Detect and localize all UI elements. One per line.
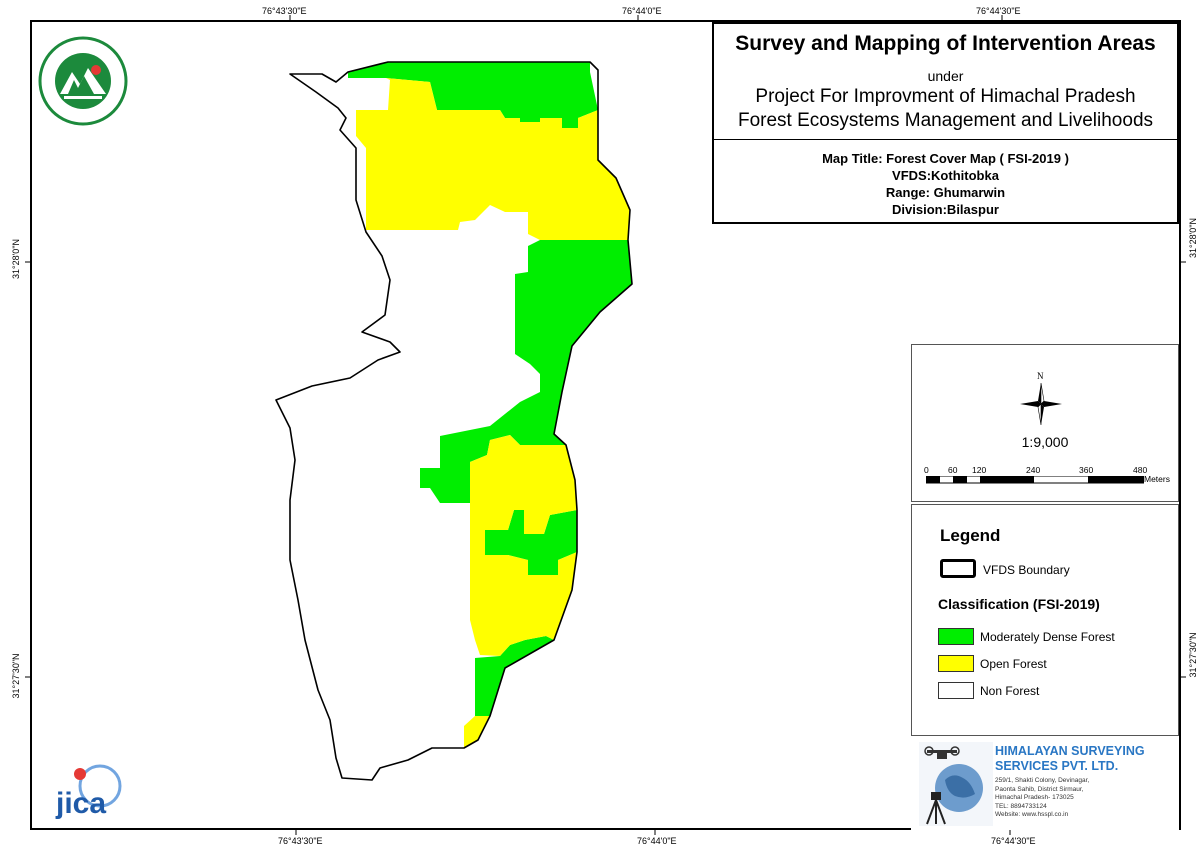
scale-tick-240: 240 <box>1026 465 1041 475</box>
address-line-5: Website: www.hsspl.co.in <box>995 811 1069 818</box>
address-line-2: Paonta Sahib, District Sirmaur, <box>995 785 1084 793</box>
map-title-line: Map Title: Forest Cover Map ( FSI-2019 ) <box>822 151 1069 166</box>
range-line: Range: Ghumarwin <box>885 185 1006 200</box>
project-line-1: Project For Improvment of Himachal Prade… <box>755 86 1136 107</box>
legend-panel: Legend VFDS Boundary Classification (FSI… <box>911 504 1179 736</box>
coord-bottom-2: 76°44'0"E <box>637 836 677 846</box>
scale-bar <box>926 476 1144 484</box>
address-line-3: Himachal Pradesh- 173025 <box>995 794 1074 801</box>
scale-tick-480: 480 <box>1133 465 1148 475</box>
coord-top-3: 76°44'30"E <box>976 6 1021 16</box>
vfds-boundary-line <box>275 61 633 781</box>
company-address: 259/1, Shakti Colony, Devinagar, Paonta … <box>995 777 1089 820</box>
scale-tick-60: 60 <box>948 465 958 475</box>
svg-text:jica: jica <box>55 787 106 820</box>
map-main-title: Survey and Mapping of Intervention Areas <box>735 32 1156 55</box>
scale-tick-120: 120 <box>972 465 987 475</box>
jica-logo: jica <box>52 758 128 820</box>
coord-top-1: 76°43'30"E <box>262 6 307 16</box>
address-line-1: 259/1, Shakti Colony, Devinagar, <box>995 777 1090 784</box>
jica-logo-graphic: jica <box>55 764 122 820</box>
moderately-dense-swatch <box>938 628 974 645</box>
map-frame <box>30 20 1181 830</box>
project-line-2: Forest Ecosystems Management and Livelih… <box>737 110 1154 131</box>
north-label: N <box>1037 371 1044 381</box>
coord-bottom-1: 76°43'30"E <box>278 836 323 846</box>
open-forest-label: Open Forest <box>980 657 1047 671</box>
company-name: HIMALAYAN SURVEYING SERVICES PVT. LTD. <box>995 744 1145 774</box>
hp-forest-emblem <box>38 36 128 126</box>
title-divider <box>714 139 1177 140</box>
division-line: Division:Bilaspur <box>892 202 999 217</box>
title-panel: Survey and Mapping of Intervention Areas… <box>712 22 1179 224</box>
boundary-swatch <box>940 559 976 578</box>
open-forest-area <box>356 78 630 748</box>
surveying-logo-icon <box>919 742 993 826</box>
scale-unit: Meters <box>1144 474 1170 484</box>
company-panel: HIMALAYAN SURVEYING SERVICES PVT. LTD. 2… <box>911 738 1179 830</box>
moderately-dense-label: Moderately Dense Forest <box>980 630 1115 644</box>
scale-tick-0: 0 <box>924 465 929 475</box>
legend-title: Legend <box>940 526 1001 545</box>
scale-tick-360: 360 <box>1079 465 1094 475</box>
map-details: Map Title: Forest Cover Map ( FSI-2019 )… <box>714 150 1177 218</box>
classification-title: Classification (FSI-2019) <box>938 596 1100 612</box>
project-name: Project For Improvment of Himachal Prade… <box>714 85 1177 133</box>
vfds-line: VFDS:Kothitobka <box>892 168 999 183</box>
scale-ratio: 1:9,000 <box>1021 434 1069 450</box>
open-forest-swatch <box>938 655 974 672</box>
company-name-line-1: HIMALAYAN SURVEYING <box>995 744 1145 758</box>
coord-top-2: 76°44'0"E <box>622 6 662 16</box>
address-line-4: TEL: 8894733124 <box>995 802 1047 810</box>
non-forest-label: Non Forest <box>980 684 1040 698</box>
north-arrow-icon <box>1020 383 1062 425</box>
moderately-dense-forest-area <box>348 62 632 716</box>
non-forest-swatch <box>938 682 974 699</box>
company-name-line-2: SERVICES PVT. LTD. <box>995 759 1119 773</box>
scale-panel: N 1:9,000 0 60 120 240 360 480 Meters <box>911 344 1179 502</box>
boundary-label: VFDS Boundary <box>983 563 1070 577</box>
title-under: under <box>927 68 964 84</box>
coord-bottom-3: 76°44'30"E <box>991 836 1036 846</box>
